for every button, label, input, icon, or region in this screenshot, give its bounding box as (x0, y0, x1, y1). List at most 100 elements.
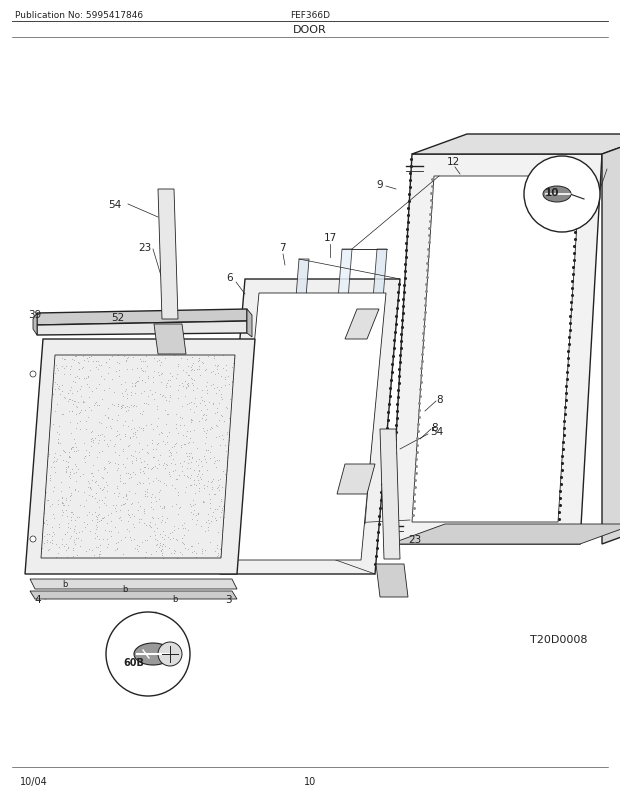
Point (171, 498, 181, 511)
Point (123, 363, 133, 376)
Point (122, 400, 132, 413)
Point (138, 365, 148, 378)
Point (150, 518, 160, 531)
Point (176, 352, 186, 365)
Point (164, 408, 174, 421)
Point (84, 401, 94, 414)
Point (43, 448, 53, 461)
Point (228, 376, 237, 389)
Point (97, 445, 107, 458)
Point (162, 512, 172, 525)
Point (63, 456, 73, 469)
Point (140, 461, 149, 474)
Point (188, 464, 198, 477)
Point (58, 454, 68, 467)
Point (91, 397, 100, 410)
Point (395, 349, 405, 362)
Point (221, 358, 231, 371)
Point (392, 405, 402, 418)
Point (48, 537, 58, 549)
Point (572, 184, 582, 197)
Point (136, 362, 146, 375)
Point (198, 423, 208, 435)
Text: 10/04: 10/04 (20, 776, 48, 786)
Point (187, 351, 197, 364)
Point (399, 279, 409, 292)
Point (203, 475, 213, 488)
Point (559, 422, 569, 435)
Point (169, 547, 179, 560)
Point (563, 359, 573, 372)
Point (413, 418, 423, 431)
Point (120, 415, 130, 428)
Text: 7: 7 (278, 243, 285, 253)
Point (94, 359, 104, 372)
Point (72, 511, 82, 524)
Point (115, 371, 125, 383)
Point (380, 446, 390, 459)
Point (128, 427, 138, 440)
Point (218, 433, 228, 446)
Point (71, 475, 81, 488)
Point (185, 472, 195, 485)
Point (427, 173, 437, 186)
Point (181, 447, 191, 460)
Point (158, 389, 168, 402)
Point (67, 441, 77, 454)
Point (116, 379, 126, 391)
Polygon shape (30, 591, 237, 599)
Point (90, 527, 100, 540)
Point (408, 509, 418, 522)
Point (116, 403, 126, 415)
Point (94, 548, 104, 561)
Point (190, 474, 200, 487)
Point (76, 390, 86, 403)
Point (197, 356, 207, 369)
Point (71, 445, 81, 458)
Point (567, 282, 577, 295)
Point (94, 515, 104, 528)
Point (557, 457, 567, 470)
Point (46, 461, 56, 474)
Polygon shape (602, 135, 620, 545)
Point (56, 360, 66, 373)
Point (426, 201, 436, 214)
Point (49, 528, 59, 541)
Point (202, 379, 211, 392)
Point (413, 425, 423, 438)
Point (387, 489, 397, 502)
Point (47, 520, 57, 533)
Point (60, 392, 70, 405)
Point (221, 444, 231, 457)
Point (112, 505, 122, 518)
Point (554, 506, 564, 519)
Point (191, 509, 201, 522)
Point (167, 370, 177, 383)
Point (184, 457, 193, 470)
Point (134, 516, 144, 529)
Point (74, 363, 84, 376)
Point (129, 509, 139, 522)
Point (70, 437, 80, 450)
Point (38, 516, 48, 529)
Point (84, 476, 94, 489)
Point (164, 390, 174, 403)
Point (147, 434, 157, 447)
Point (221, 401, 231, 414)
Point (410, 481, 420, 494)
Point (120, 375, 130, 388)
Text: 60B: 60B (123, 657, 144, 667)
Point (95, 482, 105, 495)
Point (140, 376, 149, 389)
Point (217, 429, 227, 442)
Point (84, 381, 94, 394)
Point (73, 463, 83, 476)
Point (135, 476, 144, 488)
Point (78, 395, 87, 407)
Point (131, 362, 141, 375)
Point (68, 550, 78, 563)
Point (120, 385, 130, 398)
Point (205, 497, 215, 510)
Point (182, 378, 192, 391)
Point (146, 520, 156, 533)
